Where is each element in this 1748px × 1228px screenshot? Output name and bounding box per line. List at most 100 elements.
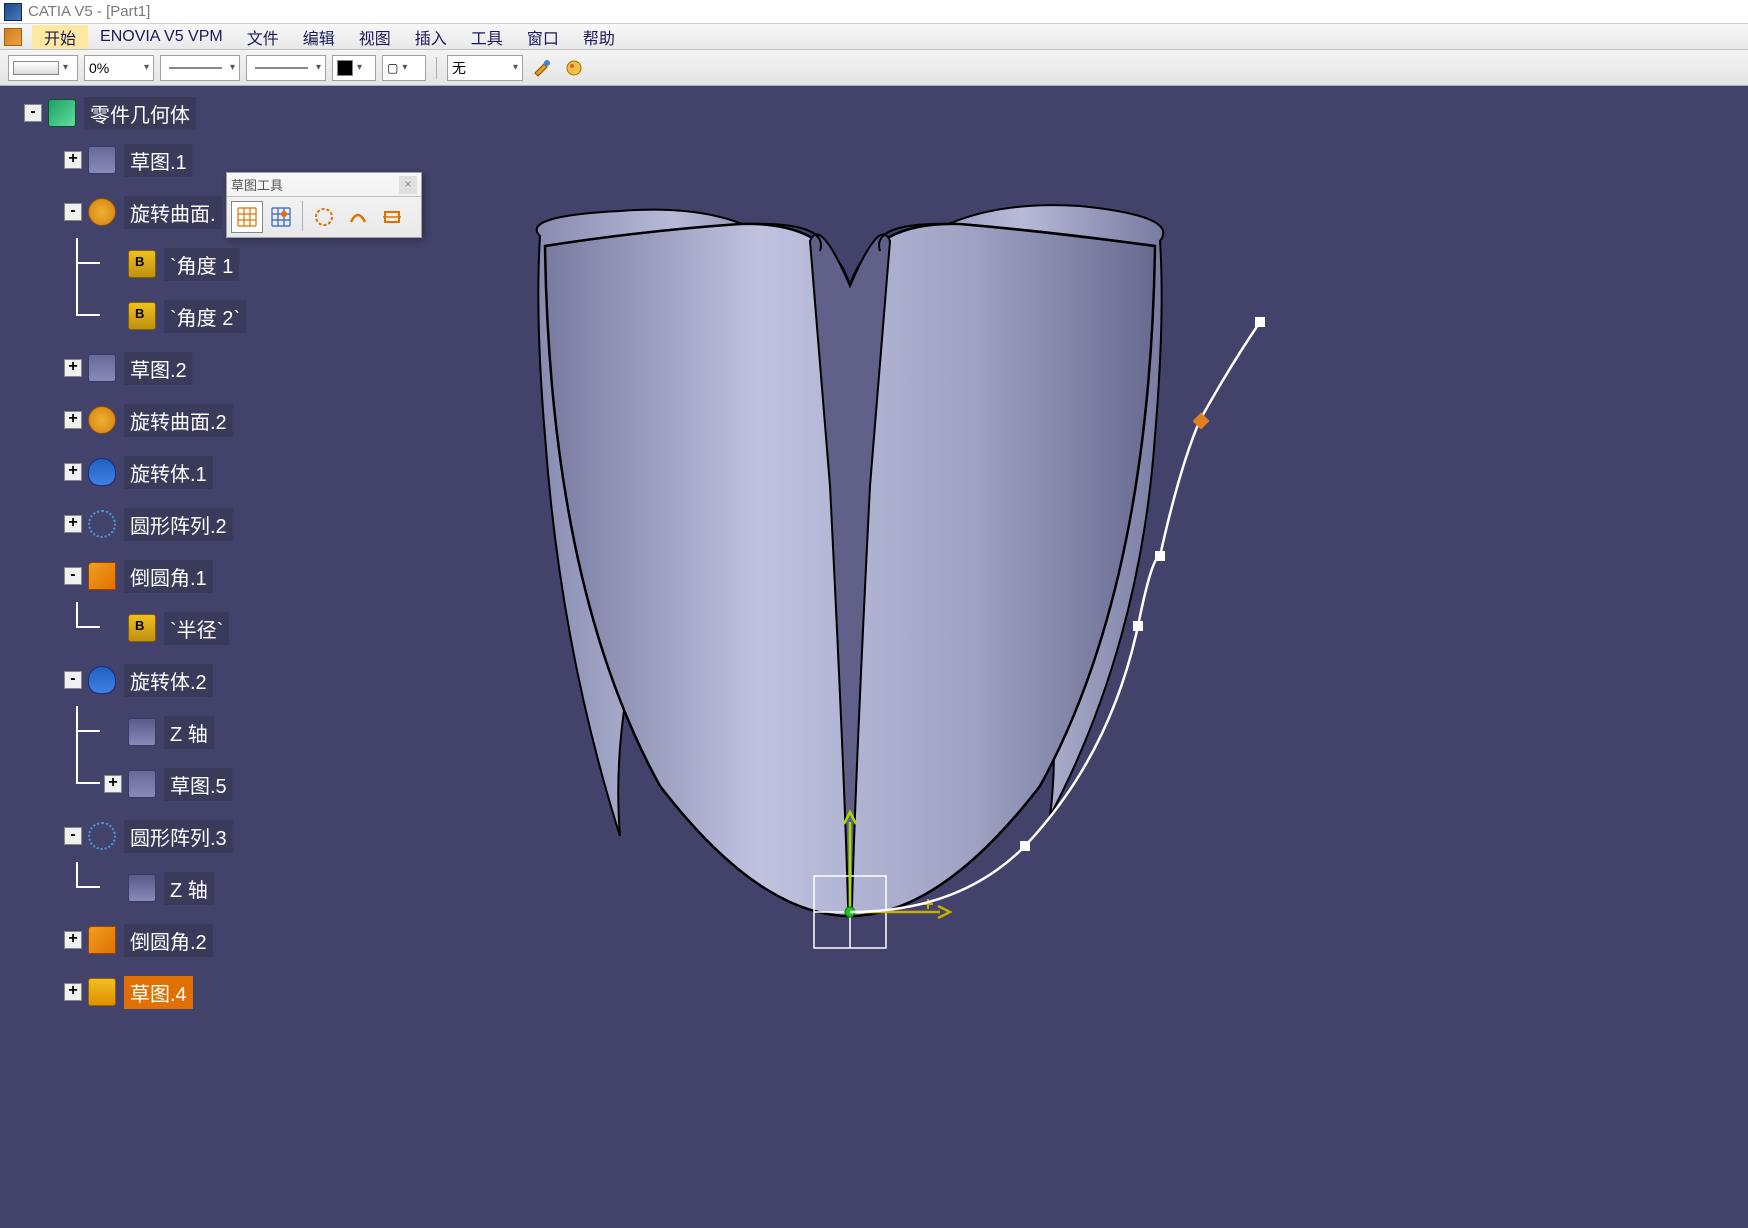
menu-start[interactable]: 开始 [32, 25, 88, 49]
menu-enovia[interactable]: ENOVIA V5 VPM [88, 28, 235, 46]
menu-window[interactable]: 窗口 [515, 25, 571, 49]
expander-icon[interactable]: - [64, 671, 82, 689]
pattern-icon [88, 822, 116, 850]
render-combo[interactable]: ▢▾ [382, 55, 426, 81]
expander-icon[interactable]: + [64, 463, 82, 481]
tree-item-label[interactable]: 倒圆角.2 [124, 924, 213, 957]
tree-item-label[interactable]: 草图.2 [124, 352, 193, 385]
expander-icon[interactable]: + [64, 515, 82, 533]
tree-item-label[interactable]: 旋转曲面.2 [124, 404, 233, 437]
tree-item[interactable]: `角度 1 [24, 238, 246, 290]
tree-item-label[interactable]: 旋转体.1 [124, 456, 213, 489]
tree-item-label[interactable]: `角度 1 [164, 248, 239, 281]
tree-item[interactable]: - 倒圆角.1 [24, 550, 246, 602]
tree-item-label[interactable]: Z 轴 [164, 872, 214, 905]
tree-item-label[interactable]: 草图.4 [124, 976, 193, 1009]
tree-item[interactable]: Z 轴 [24, 862, 246, 914]
tree-item[interactable]: Z 轴 [24, 706, 246, 758]
revolve-icon [88, 666, 116, 694]
sketch-tools-titlebar[interactable]: 草图工具 × [227, 173, 421, 197]
tree-item[interactable]: + 草图.2 [24, 342, 246, 394]
surface-icon [88, 198, 116, 226]
tree-item[interactable]: + 草图.5 [24, 758, 246, 810]
close-icon[interactable]: × [399, 176, 417, 194]
tree-item-label[interactable]: 旋转体.2 [124, 664, 213, 697]
fillet-icon [88, 562, 116, 590]
tree-item-label[interactable]: `角度 2` [164, 300, 246, 333]
axis-icon [128, 718, 156, 746]
expander-icon[interactable]: + [64, 411, 82, 429]
sketch-icon [88, 354, 116, 382]
tree-item[interactable]: - 旋转曲面. [24, 186, 246, 238]
menu-file[interactable]: 文件 [235, 25, 291, 49]
tree-item[interactable]: + 圆形阵列.2 [24, 498, 246, 550]
dimensional-constraint-icon[interactable] [376, 201, 408, 233]
tree-item[interactable]: + 草图.1 [24, 134, 246, 186]
menu-help[interactable]: 帮助 [571, 25, 627, 49]
expander-icon[interactable]: + [64, 151, 82, 169]
sketch-tools-title: 草图工具 [231, 175, 283, 194]
app-icon [4, 3, 22, 21]
lineweight-combo[interactable]: ▾ [160, 55, 240, 81]
point-combo[interactable]: ▾ [332, 55, 376, 81]
specification-tree[interactable]: - 零件几何体 + 草图.1 - 旋转曲面. `角度 1 `角度 2` + 草图.2 + 旋转曲面… [24, 92, 246, 1018]
param-icon [128, 250, 156, 278]
menu-view[interactable]: 视图 [347, 25, 403, 49]
toolbar: ▾ 0%▾ ▾ ▾ ▾ ▢▾ 无▾ [0, 50, 1748, 86]
sketch-icon [128, 770, 156, 798]
menu-edit[interactable]: 编辑 [291, 25, 347, 49]
tree-item[interactable]: + 倒圆角.2 [24, 914, 246, 966]
pattern-icon [88, 510, 116, 538]
axis-icon [128, 874, 156, 902]
tree-item[interactable]: + 草图.4 [24, 966, 246, 1018]
partbody-icon [48, 99, 76, 127]
sketch-tools-toolbar[interactable]: 草图工具 × [226, 172, 422, 238]
grid-icon[interactable] [231, 201, 263, 233]
tree-item-label[interactable]: 草图.1 [124, 144, 193, 177]
tree-item[interactable]: - 旋转体.2 [24, 654, 246, 706]
geometric-constraint-icon[interactable] [342, 201, 374, 233]
expander-icon[interactable]: - [24, 104, 42, 122]
linestyle-combo[interactable]: ▾ [246, 55, 326, 81]
tree-item-label[interactable]: 草图.5 [164, 768, 233, 801]
document-icon [4, 28, 22, 46]
expander-icon[interactable]: + [64, 931, 82, 949]
tree-item-label[interactable]: 旋转曲面. [124, 196, 222, 229]
linetype-combo[interactable]: 无▾ [447, 55, 523, 81]
tree-item-label[interactable]: 倒圆角.1 [124, 560, 213, 593]
expander-icon[interactable]: - [64, 827, 82, 845]
tree-item-label[interactable]: 圆形阵列.3 [124, 820, 233, 853]
color-combo[interactable]: ▾ [8, 55, 78, 81]
paint-icon[interactable] [561, 55, 587, 81]
surface-icon [88, 406, 116, 434]
tree-item[interactable]: + 旋转曲面.2 [24, 394, 246, 446]
revolve-icon [88, 458, 116, 486]
tree-item[interactable]: + 旋转体.1 [24, 446, 246, 498]
expander-icon[interactable]: + [64, 983, 82, 1001]
brush-icon[interactable] [529, 55, 555, 81]
snap-grid-icon[interactable] [265, 201, 297, 233]
menu-bar: 开始 ENOVIA V5 VPM 文件 编辑 视图 插入 工具 窗口 帮助 [0, 24, 1748, 50]
fillet-icon [88, 926, 116, 954]
expander-icon[interactable]: - [64, 567, 82, 585]
tree-item[interactable]: `角度 2` [24, 290, 246, 342]
construction-icon[interactable] [308, 201, 340, 233]
tree-item-label[interactable]: `半径` [164, 612, 229, 645]
opacity-combo[interactable]: 0%▾ [84, 55, 154, 81]
sketch-icon [88, 146, 116, 174]
tree-item-label[interactable]: 圆形阵列.2 [124, 508, 233, 541]
tree-root[interactable]: - 零件几何体 [24, 92, 246, 134]
tree-item[interactable]: - 圆形阵列.3 [24, 810, 246, 862]
tree-item[interactable]: `半径` [24, 602, 246, 654]
menu-insert[interactable]: 插入 [403, 25, 459, 49]
tree-item-label[interactable]: Z 轴 [164, 716, 214, 749]
expander-icon[interactable]: + [64, 359, 82, 377]
viewport[interactable] [0, 86, 1748, 1228]
sketch-active-icon [88, 978, 116, 1006]
expander-icon[interactable]: + [104, 775, 122, 793]
expander-icon[interactable]: - [64, 203, 82, 221]
param-icon [128, 614, 156, 642]
menu-tools[interactable]: 工具 [459, 25, 515, 49]
tree-root-label[interactable]: 零件几何体 [84, 97, 196, 130]
title-bar: CATIA V5 - [Part1] [0, 0, 1748, 24]
